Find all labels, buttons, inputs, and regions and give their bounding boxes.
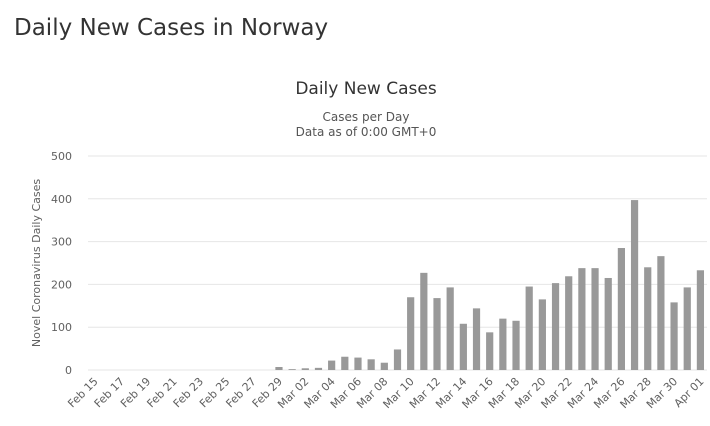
chart-subtitle: Cases per Day: [323, 110, 410, 124]
bar: [696, 270, 705, 370]
bar: [551, 283, 560, 370]
bar: [301, 368, 309, 370]
bar: [328, 360, 336, 370]
bar: [486, 332, 494, 370]
bar: [420, 272, 428, 370]
bar: [380, 362, 388, 370]
bar: [341, 356, 349, 370]
bar: [314, 367, 323, 370]
y-tick-label: 300: [51, 236, 72, 249]
y-axis-label: Novel Coronavirus Daily Cases: [30, 179, 43, 347]
bar: [644, 267, 652, 370]
bar: [525, 286, 533, 370]
y-tick-label: 0: [65, 364, 72, 377]
x-tick-label: Apr 01: [672, 375, 707, 410]
bar: [657, 256, 665, 370]
y-tick-label: 100: [51, 321, 72, 334]
chart-title: Daily New Cases: [295, 79, 437, 99]
bar: [288, 369, 296, 370]
bar: [670, 302, 678, 370]
bar: [578, 268, 586, 370]
bar: [604, 277, 612, 370]
page-title: Daily New Cases in Norway: [14, 15, 328, 41]
bar: [683, 287, 691, 370]
bar: [459, 323, 467, 370]
bar: [275, 367, 283, 370]
bar: [367, 359, 375, 370]
bar: [407, 297, 415, 370]
bar: [354, 357, 362, 370]
bar: [538, 299, 546, 370]
y-tick-label: 200: [51, 278, 72, 291]
bar: [591, 268, 599, 370]
bar: [512, 320, 520, 370]
bar: [472, 308, 481, 370]
bar: [446, 287, 454, 370]
bar: [433, 298, 441, 370]
bar: [393, 349, 402, 370]
y-tick-label: 400: [51, 193, 72, 206]
chart-subtitle: Data as of 0:00 GMT+0: [296, 125, 437, 139]
bar: [630, 200, 639, 370]
bar: [565, 276, 573, 370]
bar: [499, 318, 507, 370]
y-tick-label: 500: [51, 150, 72, 163]
bar: [617, 248, 625, 370]
